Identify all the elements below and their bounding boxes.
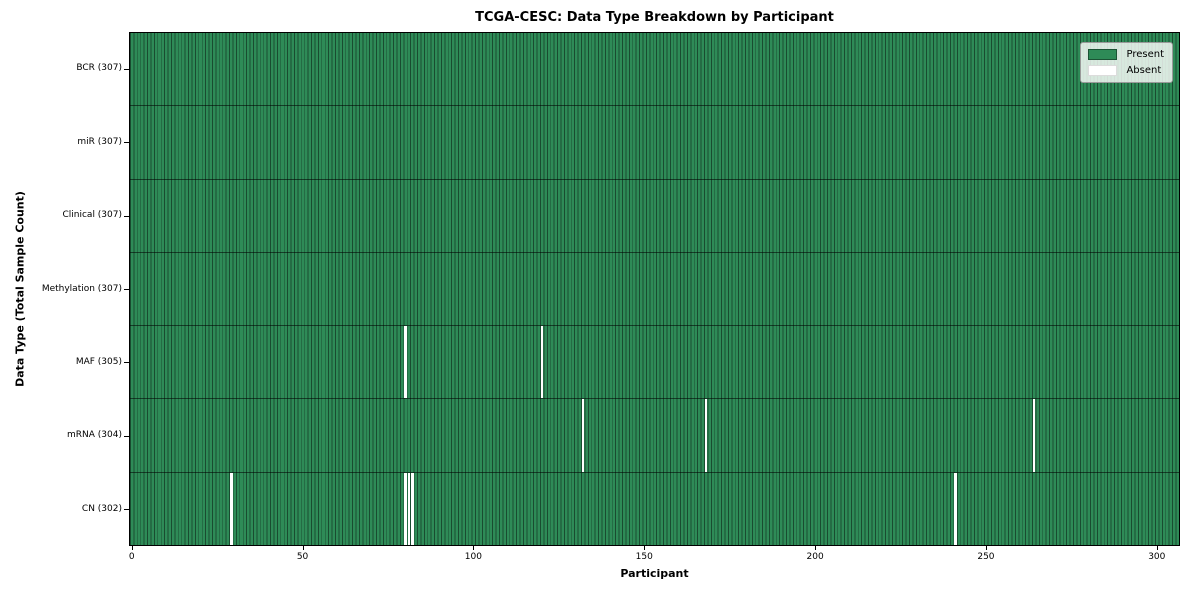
- absent-cell: [954, 472, 957, 545]
- y-tick-label: CN (302): [81, 503, 122, 514]
- heatmap-rows: [130, 33, 1179, 545]
- y-tick-mark: [124, 509, 129, 511]
- legend-entry-present: Present: [1088, 49, 1164, 60]
- absent-cell: [704, 399, 708, 472]
- x-tick-mark: [985, 546, 987, 550]
- x-axis-label: Participant: [620, 567, 689, 580]
- x-tick-mark: [131, 546, 133, 550]
- legend-swatch-absent-icon: [1088, 65, 1118, 76]
- y-tick-mark: [124, 289, 129, 290]
- x-tick-label: 150: [635, 552, 653, 562]
- y-tick-mark: [124, 362, 129, 364]
- x-tick-label: 300: [1148, 552, 1166, 562]
- heatmap-row-cn: [130, 472, 1179, 545]
- y-tick-mark: [124, 435, 129, 437]
- absent-cell: [540, 326, 544, 399]
- x-tick-mark: [473, 546, 475, 550]
- y-tick-label: mRNA (304): [67, 430, 122, 441]
- x-tick-mark: [815, 546, 817, 550]
- x-tick-label: 100: [464, 552, 482, 562]
- legend-swatch-present-icon: [1088, 49, 1118, 60]
- x-tick-label: 200: [806, 552, 824, 562]
- y-tick-label: Clinical (307): [62, 210, 122, 221]
- legend-label-absent: Absent: [1126, 65, 1162, 76]
- absent-cell: [581, 399, 585, 472]
- chart-title: TCGA-CESC: Data Type Breakdown by Partic…: [475, 10, 834, 25]
- legend: Present Absent: [1080, 42, 1173, 83]
- heatmap-row-maf: [130, 326, 1179, 400]
- legend-entry-absent: Absent: [1088, 65, 1164, 76]
- absent-cell: [407, 472, 411, 545]
- x-tick-mark: [644, 546, 646, 550]
- absent-cell: [229, 472, 233, 545]
- y-tick-mark: [124, 68, 129, 70]
- x-tick-label: 50: [296, 552, 309, 562]
- heatmap-row-clinical: [130, 179, 1179, 253]
- y-tick-mark: [124, 215, 129, 217]
- absent-cell: [411, 472, 414, 545]
- heatmap-row-mrna: [130, 399, 1179, 473]
- legend-label-present: Present: [1126, 49, 1164, 60]
- y-tick-label: BCR (307): [76, 63, 122, 74]
- heatmap-row-bcr: [130, 33, 1179, 107]
- absent-cell: [1032, 399, 1036, 472]
- plot-area: Present Absent: [129, 32, 1180, 546]
- heatmap-row-mir: [130, 106, 1179, 180]
- y-tick-mark: [124, 142, 129, 144]
- x-tick-label: 0: [128, 552, 135, 562]
- heatmap-row-methylation: [130, 252, 1179, 327]
- absent-cell: [404, 326, 407, 399]
- x-tick-mark: [302, 546, 304, 550]
- y-tick-label: MAF (305): [75, 356, 122, 367]
- y-tick-label: Methylation (307): [41, 283, 122, 294]
- x-tick-mark: [1156, 546, 1158, 550]
- y-tick-label: miR (307): [77, 136, 122, 147]
- x-tick-label: 250: [977, 552, 995, 562]
- absent-cell: [404, 472, 407, 545]
